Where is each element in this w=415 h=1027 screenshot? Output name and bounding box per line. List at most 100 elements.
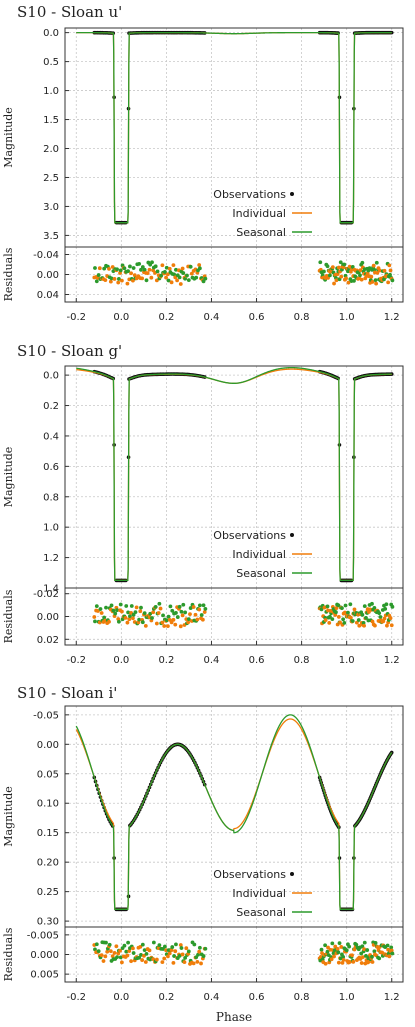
residual-point-seasonal	[102, 266, 107, 271]
residual-point-seasonal	[183, 610, 188, 615]
residual-point-seasonal	[157, 943, 162, 948]
chart-title: S10 - Sloan u'	[17, 3, 122, 21]
residual-point-seasonal	[115, 955, 119, 960]
residual-point-seasonal	[337, 941, 342, 946]
y-tick-label: 0.20	[37, 858, 59, 869]
residual-point-seasonal	[142, 948, 147, 953]
residual-point-seasonal	[201, 279, 206, 284]
residual-point-individual	[339, 274, 344, 279]
residual-point-seasonal	[362, 940, 367, 945]
residual-point-individual	[387, 263, 392, 268]
legend-marker-observations	[290, 872, 294, 876]
residual-point-individual	[112, 277, 117, 281]
residual-point-seasonal	[364, 954, 368, 958]
residual-point-individual	[107, 619, 111, 624]
residual-point-seasonal	[201, 603, 206, 608]
residual-point-individual	[341, 958, 346, 962]
residual-point-seasonal	[352, 278, 356, 283]
residual-point-seasonal	[113, 611, 118, 616]
residual-point-individual	[129, 271, 133, 276]
residual-point-seasonal	[118, 602, 123, 607]
residual-point-individual	[158, 606, 163, 611]
residual-point-seasonal	[318, 260, 323, 265]
y-tick-label: 2.0	[43, 144, 59, 155]
residual-point-individual	[132, 273, 137, 278]
residual-point-individual	[388, 616, 393, 621]
residual-point-seasonal	[197, 945, 202, 950]
plot-area	[76, 30, 394, 225]
plot-area	[75, 714, 394, 912]
legend-marker-observations	[290, 533, 294, 537]
x-tick-label: 1.2	[384, 992, 400, 1003]
residual-point-seasonal	[115, 608, 119, 613]
residual-point-individual	[334, 606, 339, 610]
x-tick-label: 1.2	[384, 312, 400, 323]
residuals-y-tick-label: 0.000	[30, 950, 59, 961]
residual-point-individual	[118, 948, 122, 953]
residual-point-individual	[370, 960, 375, 964]
residual-point-seasonal	[350, 619, 355, 623]
residual-point-individual	[339, 945, 344, 949]
observations-series	[92, 742, 394, 912]
residual-point-individual	[116, 951, 121, 956]
residuals-y-tick-label: -0.005	[27, 930, 59, 941]
residual-point-seasonal	[118, 268, 123, 273]
residual-point-seasonal	[162, 944, 167, 949]
residual-point-individual	[166, 272, 170, 277]
residual-point-individual	[351, 959, 356, 964]
residual-point-seasonal	[360, 944, 365, 949]
residual-point-individual	[134, 605, 139, 610]
residual-point-seasonal	[159, 273, 164, 278]
residual-point-individual	[197, 949, 202, 954]
residual-point-seasonal	[372, 606, 377, 610]
residual-point-individual	[162, 956, 167, 961]
residual-point-individual	[344, 276, 348, 281]
residual-point-individual	[99, 953, 104, 958]
residual-point-seasonal	[186, 278, 191, 283]
residual-point-seasonal	[390, 951, 395, 956]
residual-point-individual	[160, 960, 165, 965]
residual-point-seasonal	[126, 610, 130, 615]
residual-point-seasonal	[319, 607, 324, 612]
y-tick-label: 1.2	[43, 553, 59, 564]
residual-point-seasonal	[373, 278, 378, 283]
residual-point-individual	[156, 611, 161, 615]
residual-point-individual	[169, 948, 174, 952]
y-tick-label: 0.00	[37, 740, 59, 751]
residual-point-individual	[180, 952, 185, 957]
residual-point-seasonal	[179, 946, 184, 950]
residual-point-individual	[323, 618, 328, 622]
y-tick-label: 0.6	[43, 462, 59, 473]
residual-point-individual	[108, 279, 113, 284]
x-tick-label: -0.2	[67, 655, 87, 666]
legend: Observations Individual Seasonal	[213, 188, 312, 239]
residual-point-individual	[327, 620, 332, 625]
x-tick-label: 0.8	[294, 312, 310, 323]
residual-point-seasonal	[361, 620, 366, 625]
y-tick-label: 0.10	[37, 799, 59, 810]
residual-point-seasonal	[183, 955, 188, 960]
x-tick-label: 0.2	[158, 655, 174, 666]
chart-panel-3: S10 - Sloan i' -0.05 0.00 0.05 0.10 0.15 0.20 0…	[2, 684, 404, 1024]
residual-point-seasonal	[140, 265, 145, 269]
residual-point-individual	[127, 949, 132, 953]
residual-point-seasonal	[170, 945, 175, 949]
residual-point-individual	[334, 278, 339, 283]
residual-point-seasonal	[115, 267, 119, 272]
legend-label-observations: Observations	[213, 868, 286, 881]
residual-point-individual	[180, 613, 185, 618]
residual-point-individual	[346, 280, 351, 285]
residual-point-seasonal	[330, 941, 335, 946]
residual-point-seasonal	[364, 615, 368, 620]
residual-point-seasonal	[360, 612, 365, 617]
chart-panel-1: S10 - Sloan u' 0.0 0.5 1.0 1.5 2.0 2.5 3.0 3.5 -0…	[2, 3, 404, 323]
x-tick-label: 0.0	[113, 312, 129, 323]
residual-point-individual	[123, 615, 128, 620]
residual-point-seasonal	[94, 279, 99, 284]
chart-title: S10 - Sloan i'	[17, 684, 117, 702]
residual-point-seasonal	[203, 946, 208, 951]
legend: Observations Individual Seasonal	[213, 868, 312, 919]
residual-point-individual	[114, 944, 119, 949]
residual-point-individual	[166, 624, 170, 629]
residual-point-seasonal	[104, 605, 108, 610]
